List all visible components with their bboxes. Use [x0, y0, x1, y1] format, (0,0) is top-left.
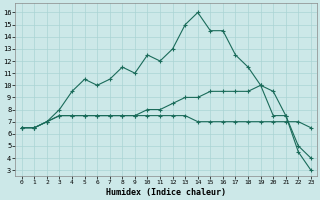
X-axis label: Humidex (Indice chaleur): Humidex (Indice chaleur): [106, 188, 226, 197]
